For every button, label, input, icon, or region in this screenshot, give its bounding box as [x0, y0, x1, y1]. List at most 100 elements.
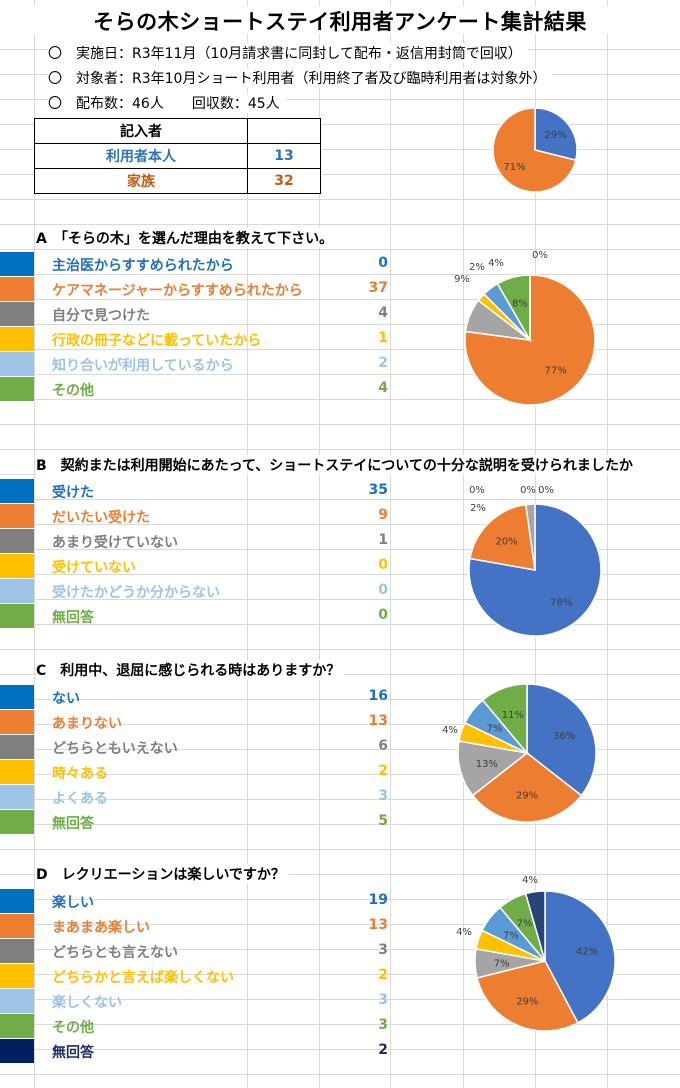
- column-line: [463, 0, 464, 1088]
- section-a-title: A 「そらの木」を選んだ理由を教えて下さい。: [36, 228, 338, 248]
- column-line: [247, 0, 248, 1088]
- answer-row: どちらかと言えば楽しくない 2: [0, 964, 390, 988]
- answer-row: どちらともいえない 6: [0, 735, 390, 759]
- answer-label: まあまあ楽しい: [52, 920, 150, 936]
- recorder-header-blank: [247, 118, 321, 144]
- color-swatch: [0, 1039, 34, 1063]
- answer-row: ケアマネージャーからすすめられたから 37: [0, 277, 390, 301]
- column-line: [319, 0, 320, 1088]
- pie-data-label: 0%: [520, 485, 536, 496]
- pie-slice: [471, 752, 583, 823]
- answer-row: 知り合いが利用しているから 2: [0, 352, 390, 376]
- section-d-title: D レクリエーションは楽しいですか？: [36, 864, 289, 884]
- answer-row: 自分で見つけた 4: [0, 302, 390, 326]
- pie-chart-c: 36% 29% 13% 4% 7%11%: [442, 683, 597, 823]
- answer-label: だいたい受けた: [52, 510, 150, 526]
- answer-label: その他: [52, 383, 94, 399]
- answer-label: 楽しくない: [52, 995, 122, 1011]
- answer-label: 受けていない: [52, 560, 136, 576]
- pie-data-label: 4%: [442, 725, 458, 736]
- color-swatch: [0, 889, 34, 913]
- color-swatch: [0, 252, 34, 276]
- answer-label: ケアマネージャーからすすめられたから: [52, 283, 303, 299]
- answer-label: 自分で見つけた: [52, 308, 150, 324]
- pie-slice: [492, 107, 577, 193]
- pie-slice: [468, 503, 602, 637]
- pie-slice: [526, 683, 597, 797]
- info-count: 〇 配布数：46人 回収数：45人: [48, 93, 286, 113]
- answer-row: 楽しい 19: [0, 889, 390, 913]
- answer-row: その他 3: [0, 1014, 390, 1038]
- answer-row: 主治医からすすめられたから 0: [0, 252, 390, 276]
- answer-row: だいたい受けた 9: [0, 504, 390, 528]
- pie-data-label: 29%: [516, 997, 538, 1008]
- pie-data-label: 71%: [503, 162, 525, 173]
- recorder-label-family: 家族: [34, 168, 248, 194]
- pie-data-label: 0%: [532, 250, 548, 261]
- answer-count: 5: [378, 813, 388, 829]
- answer-count: 37: [368, 280, 388, 296]
- pie-data-label: 77%: [545, 365, 567, 376]
- pie-slice: [534, 107, 578, 162]
- color-swatch: [0, 352, 34, 376]
- answer-row: 無回答 5: [0, 810, 390, 834]
- answer-count: 0: [378, 557, 388, 573]
- answer-label: 無回答: [52, 1045, 94, 1061]
- recorder-value-self: 13: [247, 143, 321, 169]
- answer-label: 時々ある: [52, 766, 108, 782]
- color-swatch: [0, 989, 34, 1013]
- color-swatch: [0, 735, 34, 759]
- answer-count: 9: [378, 507, 388, 523]
- recorder-label-self: 利用者本人: [34, 143, 248, 169]
- answer-count: 3: [378, 942, 388, 958]
- section-b-title: B 契約または利用開始にあたって、ショートステイについての十分な説明を受けられま…: [36, 455, 680, 475]
- answer-row: あまりない 13: [0, 710, 390, 734]
- answer-count: 2: [378, 1042, 388, 1058]
- answer-row: 楽しくない 3: [0, 989, 390, 1013]
- pie-data-label: 36%: [553, 731, 575, 742]
- answer-label: 知り合いが利用しているから: [52, 358, 234, 374]
- column-line: [34, 0, 35, 1088]
- pie-data-label: 7%: [486, 724, 502, 735]
- answer-count: 1: [378, 330, 388, 346]
- answer-row: 受けていない 0: [0, 554, 390, 578]
- pie-data-label: 42%: [576, 947, 598, 958]
- answer-row: どちらとも言えない 3: [0, 939, 390, 963]
- column-line: [607, 0, 608, 1088]
- answer-label: 無回答: [52, 610, 94, 626]
- pie-data-label: 29%: [544, 130, 566, 141]
- pie-chart-recorder: 29% 71%: [492, 107, 578, 193]
- answer-count: 0: [378, 582, 388, 598]
- color-swatch: [0, 914, 34, 938]
- answer-label: 受けた: [52, 485, 94, 501]
- answer-label: 無回答: [52, 816, 94, 832]
- pie-data-label: 20%: [495, 537, 517, 548]
- answer-label: どちらとも言えない: [52, 945, 178, 961]
- color-swatch: [0, 785, 34, 809]
- pie-data-label: 13%: [476, 759, 498, 770]
- pie-data-label: 78%: [550, 597, 572, 608]
- color-swatch: [0, 302, 34, 326]
- answer-count: 2: [378, 967, 388, 983]
- answer-count: 2: [378, 355, 388, 371]
- answer-count: 4: [378, 380, 388, 396]
- answer-count: 1: [378, 532, 388, 548]
- pie-slice: [524, 503, 536, 571]
- recorder-value-family: 32: [247, 168, 321, 194]
- answer-count: 13: [368, 713, 388, 729]
- recorder-header: 記入者: [34, 118, 248, 144]
- answer-row: よくある 3: [0, 785, 390, 809]
- answer-count: 3: [378, 992, 388, 1008]
- answer-count: 3: [378, 1017, 388, 1033]
- answer-count: 16: [368, 688, 388, 704]
- color-swatch: [0, 504, 34, 528]
- pie-data-label: 7%: [503, 930, 519, 941]
- color-swatch: [0, 760, 34, 784]
- answer-label: 主治医からすすめられたから: [52, 258, 234, 274]
- answer-count: 2: [378, 763, 388, 779]
- color-swatch: [0, 604, 34, 628]
- answer-label: どちらかと言えば楽しくない: [52, 970, 234, 986]
- color-swatch: [0, 1014, 34, 1038]
- pie-slice: [496, 274, 531, 343]
- pie-data-label: 11%: [502, 710, 524, 721]
